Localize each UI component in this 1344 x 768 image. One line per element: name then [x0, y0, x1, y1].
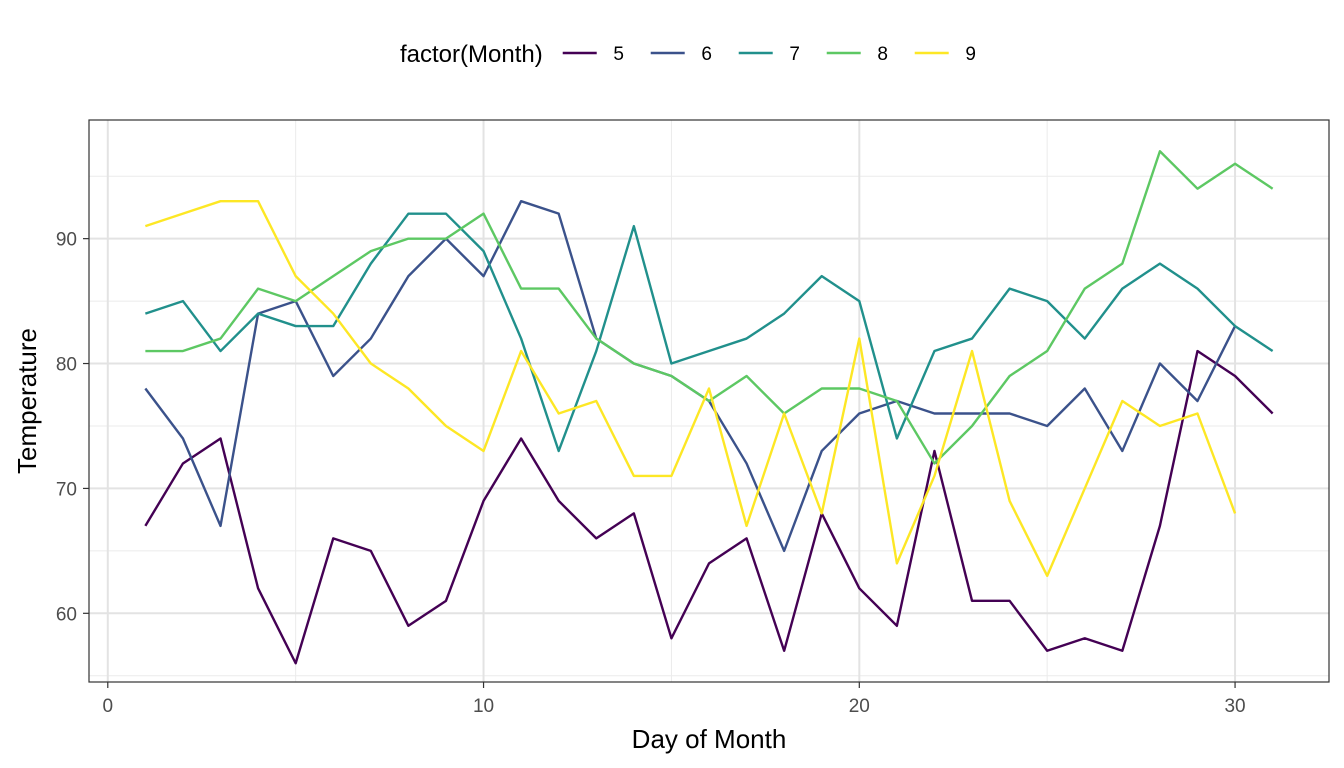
plot-area	[88, 119, 1330, 683]
legend-item-7: 7	[738, 44, 800, 65]
series-line-7	[144, 212, 1274, 453]
x-tick-label: 0	[102, 696, 113, 717]
legend-label-9: 9	[965, 44, 976, 65]
legend-item-8: 8	[826, 44, 888, 65]
y-axis-title: Temperature	[12, 328, 42, 474]
y-tick-label: 60	[56, 604, 77, 625]
y-axis: 60 70 80 90	[56, 230, 89, 625]
x-axis-title: Day of Month	[632, 724, 787, 754]
legend: factor(Month) 5 6 7 8 9	[400, 41, 976, 68]
y-tick-label: 70	[56, 479, 77, 500]
x-axis: 0 10 20 30	[102, 682, 1246, 717]
x-tick-label: 20	[849, 696, 870, 717]
series-line-9	[144, 199, 1237, 578]
series-line-5	[144, 349, 1274, 665]
legend-item-6: 6	[650, 44, 712, 65]
legend-title: factor(Month)	[400, 41, 543, 68]
y-tick-label: 90	[56, 230, 77, 251]
plot-border	[88, 119, 1330, 683]
legend-item-9: 9	[914, 44, 976, 65]
series-lines	[144, 150, 1274, 665]
legend-item-5: 5	[562, 44, 624, 65]
legend-label-8: 8	[877, 44, 888, 65]
legend-label-7: 7	[789, 44, 800, 65]
series-line-8	[145, 150, 1274, 465]
legend-label-6: 6	[701, 44, 712, 65]
legend-label-5: 5	[613, 44, 624, 65]
x-tick-label: 10	[473, 696, 494, 717]
x-tick-label: 30	[1224, 696, 1245, 717]
y-tick-label: 80	[56, 355, 77, 376]
